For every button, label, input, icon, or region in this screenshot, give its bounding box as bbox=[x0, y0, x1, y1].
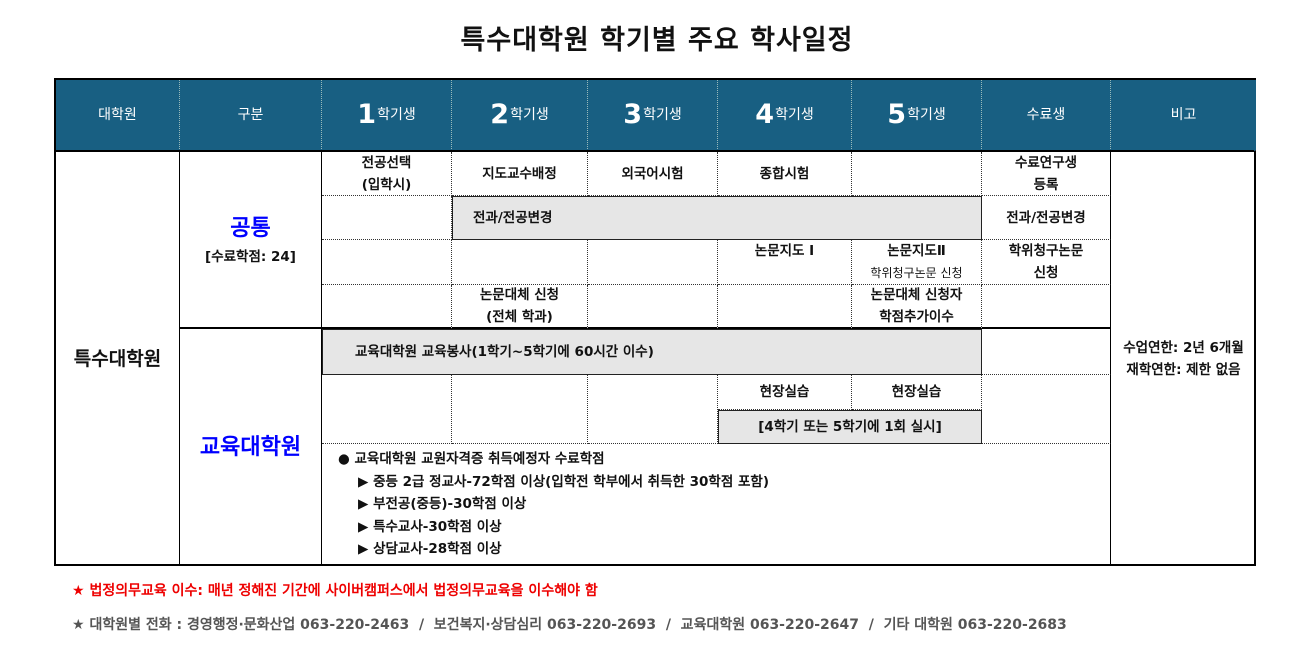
enrollment-period: 재학연한: 제한 없음 bbox=[1126, 362, 1241, 378]
list-item: ▶ 특수교사-30학점 이상 bbox=[338, 516, 769, 539]
thesis-application: 학위청구논문 신청 bbox=[870, 266, 963, 280]
r1-s1: 전공선택 (입학시) bbox=[322, 152, 452, 196]
r3-s1 bbox=[322, 240, 452, 285]
r4-s4 bbox=[718, 285, 852, 329]
r1-s2: 지도교수배정 bbox=[452, 152, 588, 196]
study-period: 수업연한: 2년 6개월 bbox=[1123, 340, 1244, 356]
legal-note-text: 법정의무교육 이수: 매년 정해진 기간에 사이버캠퍼스에서 법정의무교육을 이… bbox=[89, 583, 598, 599]
r6-s4: 현장실습 bbox=[718, 375, 852, 410]
list-item-text: 특수교사-30학점 이상 bbox=[373, 518, 502, 535]
thesis-guidance-2: 논문지도Ⅱ bbox=[887, 243, 946, 259]
sem-suffix: 학기생 bbox=[643, 107, 682, 123]
r7-cell bbox=[322, 444, 1111, 566]
r6-completion bbox=[982, 375, 1111, 444]
header-category: 구분 bbox=[180, 80, 322, 151]
phone-note-text: 대학원별 전화 : 경영행정·문화산업 063-220-2463 / 보건복지·… bbox=[89, 617, 1067, 633]
list-item: ▶ 중등 2급 정교사-72학점 이상(입학전 학부에서 취득한 30학점 포함… bbox=[338, 471, 769, 494]
header-sem-3: 3 학기생 bbox=[588, 80, 718, 151]
sem-suffix: 학기생 bbox=[377, 107, 416, 123]
list-heading-text: 교육대학원 교원자격증 취득예정자 수료학점 bbox=[354, 451, 605, 467]
sem-number: 5 bbox=[887, 99, 907, 130]
r1-completion: 수료연구생 등록 bbox=[982, 152, 1111, 196]
common-label: 공통 bbox=[230, 215, 271, 241]
grad-name: 특수대학원 bbox=[56, 152, 180, 566]
r6-s2 bbox=[452, 375, 588, 444]
r6-s3 bbox=[588, 375, 718, 444]
r6-s1 bbox=[322, 375, 452, 444]
list-item: ▶ 부전공(중등)-30학점 이상 bbox=[338, 493, 769, 516]
r5-completion bbox=[982, 329, 1111, 375]
list-item-text: 부전공(중등)-30학점 이상 bbox=[373, 496, 527, 512]
r6-s5: 현장실습 bbox=[852, 375, 982, 410]
sem-suffix: 학기생 bbox=[775, 107, 814, 123]
r5-span: 교육대학원 교육봉사(1학기~5학기에 60시간 이수) bbox=[322, 329, 982, 375]
r4-s2: 논문대체 신청 (전체 학과) bbox=[452, 285, 588, 329]
schedule-table: 대학원 구분 1 학기생 2 학기생 3 학기생 4 학기생 5 학기생 수료생 비고 특… bbox=[54, 78, 1256, 566]
r3-completion: 학위청구논문 신청 bbox=[982, 240, 1111, 285]
credit-requirements-list: ● 교육대학원 교원자격증 취득예정자 수료학점 ▶ 중등 2급 정교사-72학… bbox=[338, 448, 769, 561]
header-remarks: 비고 bbox=[1111, 80, 1256, 151]
sem-number: 3 bbox=[623, 99, 643, 130]
sem-number: 2 bbox=[490, 99, 510, 130]
r1-s5 bbox=[852, 152, 982, 196]
header-sem-2: 2 학기생 bbox=[452, 80, 588, 151]
sem-number: 1 bbox=[357, 99, 377, 130]
edu-label: 교육대학원 bbox=[180, 329, 322, 566]
legal-education-note: ★ 법정의무교육 이수: 매년 정해진 기간에 사이버캠퍼스에서 법정의무교육을… bbox=[72, 580, 598, 600]
list-item-text: 상담교사-28학점 이상 bbox=[373, 541, 502, 557]
r1-s3: 외국어시험 bbox=[588, 152, 718, 196]
r3-s5: 논문지도Ⅱ 학위청구논문 신청 bbox=[852, 240, 982, 285]
common-group: 공통 [수료학점: 24] bbox=[180, 152, 322, 329]
list-item-text: 중등 2급 정교사-72학점 이상(입학전 학부에서 취득한 30학점 포함) bbox=[373, 473, 769, 490]
r2-s1 bbox=[322, 196, 452, 240]
triangle-right-icon: ▶ bbox=[358, 496, 369, 512]
common-credits: [수료학점: 24] bbox=[205, 248, 296, 265]
phone-note: ★ 대학원별 전화 : 경영행정·문화산업 063-220-2463 / 보건복… bbox=[72, 614, 1067, 634]
r1-s4: 종합시험 bbox=[718, 152, 852, 196]
r4-completion bbox=[982, 285, 1111, 329]
sem-number: 4 bbox=[755, 99, 775, 130]
r4-s3 bbox=[588, 285, 718, 329]
list-heading: ● 교육대학원 교원자격증 취득예정자 수료학점 bbox=[338, 448, 769, 471]
r2-span: 전과/전공변경 bbox=[452, 196, 982, 240]
r3-s3 bbox=[588, 240, 718, 285]
remarks-cell: 수업연한: 2년 6개월 재학연한: 제한 없음 bbox=[1111, 152, 1256, 566]
page-title: 특수대학원 학기별 주요 학사일정 bbox=[460, 25, 854, 56]
header-completion: 수료생 bbox=[982, 80, 1111, 151]
header-sem-5: 5 학기생 bbox=[852, 80, 982, 151]
triangle-right-icon: ▶ bbox=[358, 518, 369, 535]
header-sem-4: 4 학기생 bbox=[718, 80, 852, 151]
sem-suffix: 학기생 bbox=[510, 107, 549, 123]
header-grad: 대학원 bbox=[56, 80, 180, 151]
r3-s4: 논문지도 Ⅰ bbox=[718, 240, 852, 285]
r2-completion: 전과/전공변경 bbox=[982, 196, 1111, 240]
star-icon: ★ bbox=[72, 617, 85, 633]
r4-s5: 논문대체 신청자 학점추가이수 bbox=[852, 285, 982, 329]
sem-suffix: 학기생 bbox=[907, 107, 946, 123]
triangle-right-icon: ▶ bbox=[358, 473, 369, 490]
list-item: ▶ 상담교사-28학점 이상 bbox=[338, 538, 769, 561]
triangle-right-icon: ▶ bbox=[358, 541, 369, 557]
bullet-circle-icon: ● bbox=[338, 451, 350, 467]
header-sem-1: 1 학기생 bbox=[322, 80, 452, 151]
star-icon: ★ bbox=[72, 583, 85, 599]
r6-span: [4학기 또는 5학기에 1회 실시] bbox=[718, 410, 982, 444]
r4-s1 bbox=[322, 285, 452, 329]
r3-s2 bbox=[452, 240, 588, 285]
